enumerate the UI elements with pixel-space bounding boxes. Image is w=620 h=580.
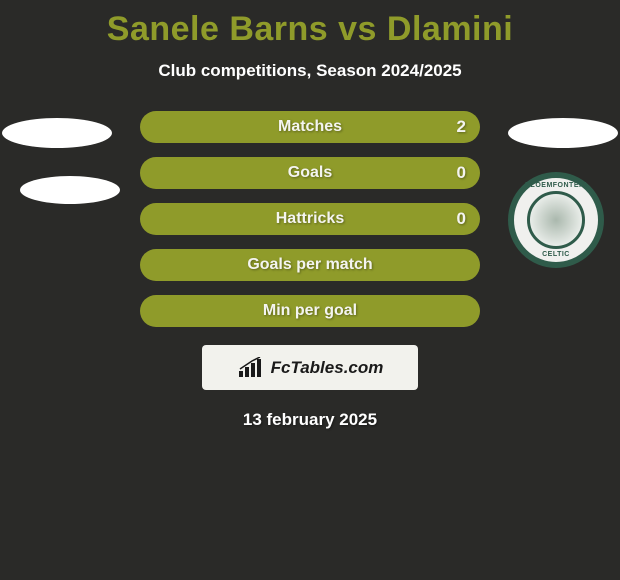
stat-bar-label: Goals (288, 164, 332, 182)
subtitle: Club competitions, Season 2024/2025 (0, 61, 620, 81)
club-badge-inner (527, 191, 585, 249)
stat-bar-matches: Matches 2 (140, 111, 480, 143)
stat-bar-min-per-goal: Min per goal (140, 295, 480, 327)
club-badge-text-top: BLOEMFONTEIN (525, 182, 587, 189)
stat-bar-goals: Goals 0 (140, 157, 480, 189)
placeholder-shape (2, 118, 112, 148)
chart-icon (237, 357, 265, 379)
stat-bar-value: 0 (457, 209, 466, 229)
club-badge: BLOEMFONTEIN CELTIC (508, 172, 604, 268)
brand-text: FcTables.com (271, 358, 384, 378)
placeholder-shape (20, 176, 120, 204)
stat-bar-label: Hattricks (276, 210, 344, 228)
brand-card: FcTables.com (202, 345, 418, 390)
stat-bar-label: Min per goal (263, 302, 357, 320)
left-team-placeholder (0, 118, 120, 204)
placeholder-shape (508, 118, 618, 148)
right-team-placeholder (508, 118, 620, 148)
stat-bar-value: 0 (457, 163, 466, 183)
stat-bar-value: 2 (457, 117, 466, 137)
page-title: Sanele Barns vs Dlamini (0, 0, 620, 49)
club-badge-text-bottom: CELTIC (542, 251, 570, 258)
stat-bar-goals-per-match: Goals per match (140, 249, 480, 281)
stat-bar-hattricks: Hattricks 0 (140, 203, 480, 235)
stat-bars: Matches 2 Goals 0 Hattricks 0 Goals per … (140, 111, 480, 327)
date-text: 13 february 2025 (0, 410, 620, 430)
stat-bar-label: Matches (278, 118, 342, 136)
stat-bar-label: Goals per match (247, 256, 372, 274)
